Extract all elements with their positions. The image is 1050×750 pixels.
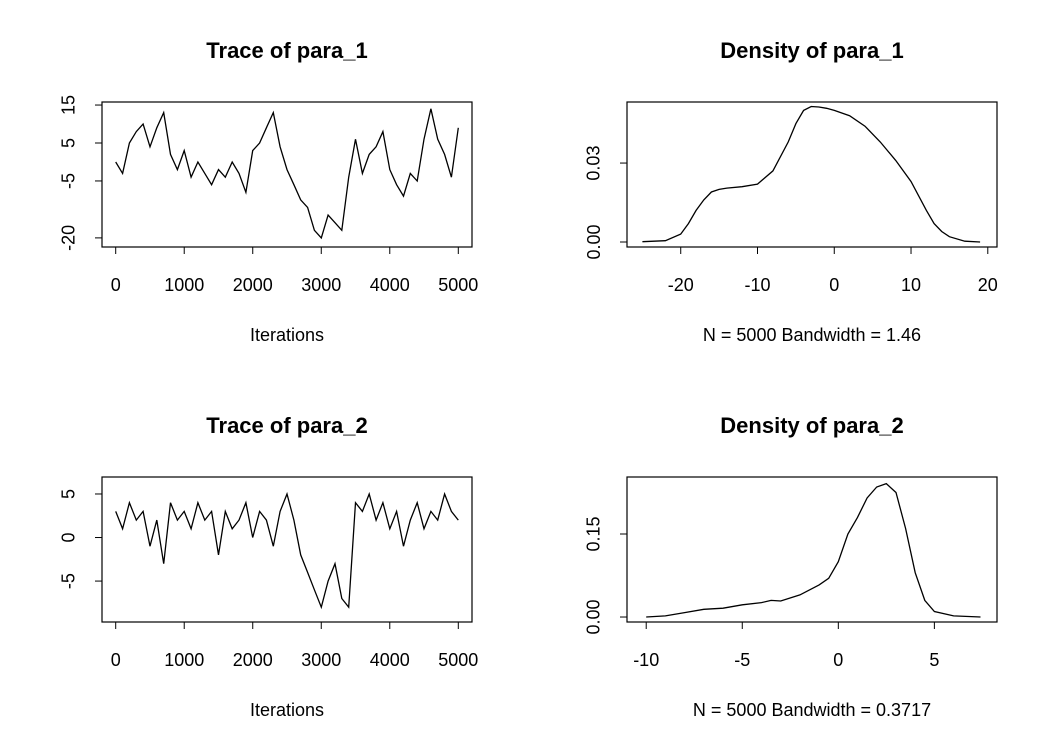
x-tick-label: 5000	[438, 650, 478, 670]
panel-title: Density of para_1	[720, 38, 903, 63]
x-tick-label: -20	[668, 275, 694, 295]
y-tick-label: 5	[59, 138, 79, 148]
x-tick-label: 3000	[301, 275, 341, 295]
plot-box	[101, 101, 473, 248]
x-tick-label: 2000	[233, 650, 273, 670]
data-line	[115, 108, 459, 240]
y-tick-label: 0.00	[584, 599, 604, 634]
x-tick-label: 0	[111, 275, 121, 295]
data-line	[115, 491, 459, 610]
x-tick-label: -10	[744, 275, 770, 295]
x-tick-label: 0	[829, 275, 839, 295]
y-tick-label: 0.15	[584, 516, 604, 551]
x-tick-label: -10	[633, 650, 659, 670]
y-tick-label: -5	[59, 173, 79, 189]
x-axis-label: Iterations	[250, 325, 324, 345]
plot-box	[626, 476, 998, 623]
data-line	[642, 105, 981, 243]
y-tick-label: -5	[59, 573, 79, 589]
x-tick-label: 20	[978, 275, 998, 295]
y-tick-label: -20	[59, 225, 79, 251]
plot-box	[101, 476, 473, 623]
x-tick-label: 4000	[370, 650, 410, 670]
x-tick-label: 5	[929, 650, 939, 670]
y-tick-label: 0.00	[584, 224, 604, 259]
x-axis-label: N = 5000 Bandwidth = 0.3717	[693, 700, 931, 720]
x-axis-label: N = 5000 Bandwidth = 1.46	[703, 325, 921, 345]
data-line	[646, 482, 981, 618]
x-tick-label: 2000	[233, 275, 273, 295]
x-tick-label: 0	[111, 650, 121, 670]
x-tick-label: 1000	[164, 650, 204, 670]
x-axis-label: Iterations	[250, 700, 324, 720]
x-tick-label: 1000	[164, 275, 204, 295]
y-tick-label: 15	[59, 95, 79, 115]
x-tick-label: 0	[833, 650, 843, 670]
plot-box	[626, 101, 998, 248]
x-tick-label: 10	[901, 275, 921, 295]
y-tick-label: 0.03	[584, 146, 604, 181]
x-tick-label: 4000	[370, 275, 410, 295]
panel-title: Density of para_2	[720, 413, 903, 438]
x-tick-label: 5000	[438, 275, 478, 295]
y-tick-label: 5	[59, 489, 79, 499]
panel-title: Trace of para_1	[206, 38, 367, 63]
x-tick-label: -5	[734, 650, 750, 670]
y-tick-label: 0	[59, 533, 79, 543]
x-tick-label: 3000	[301, 650, 341, 670]
panel-title: Trace of para_2	[206, 413, 367, 438]
